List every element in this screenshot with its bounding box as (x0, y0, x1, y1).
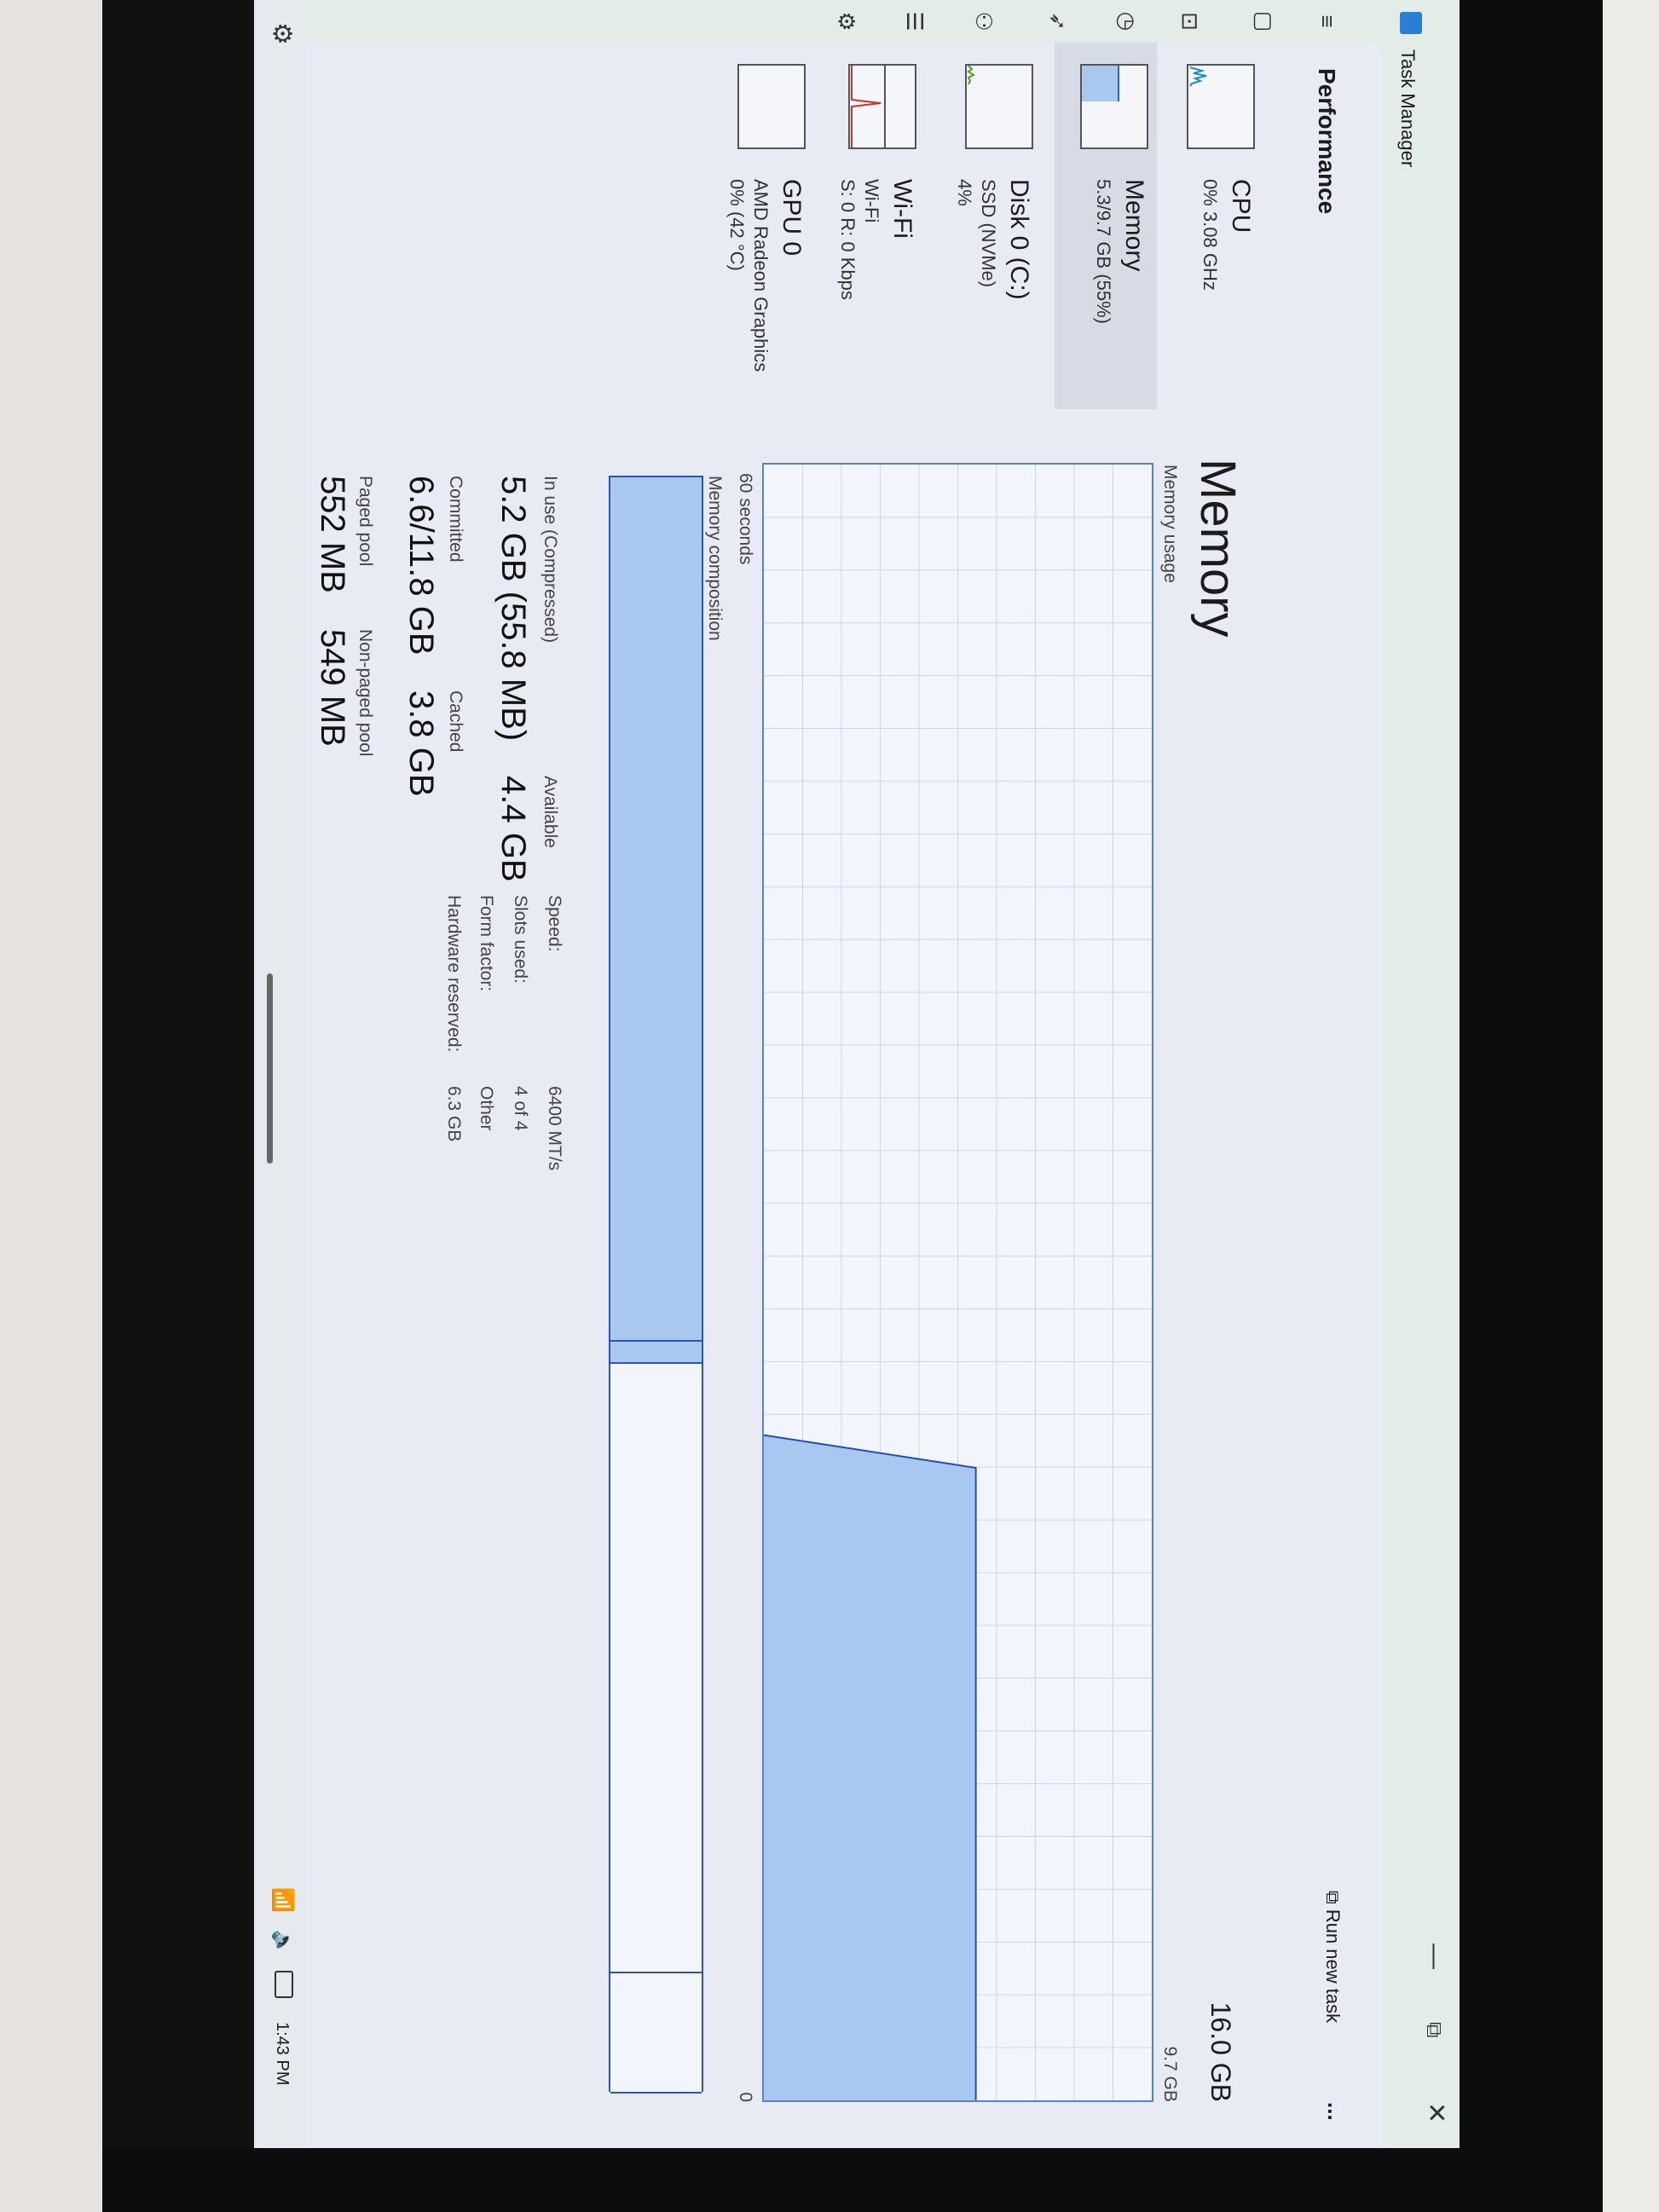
device-bezel (102, 0, 264, 2212)
paged-pool-label: Paged pool (356, 476, 375, 567)
slots-used-value: 4 of 4 (511, 1086, 530, 1131)
perf-item-memory[interactable]: Memory 5.3/9.7 GB (55%) (1055, 43, 1157, 409)
window-title: Task Manager (1397, 49, 1419, 168)
device-frame (1603, 0, 1659, 2212)
page-title: Performance (1314, 68, 1340, 215)
slots-used-label: Slots used: (511, 895, 530, 984)
volume-icon[interactable]: 🔈 (271, 1930, 294, 1955)
in-use-value: 5.2 GB (55.8 MB) (494, 476, 532, 742)
processes-icon[interactable]: ▢ (1251, 10, 1277, 32)
perf-item-cpu[interactable]: CPU 0% 3.08 GHz (1161, 43, 1263, 409)
gpu-thumbnail (737, 64, 806, 149)
perf-item-disk[interactable]: Disk 0 (C:) SSD (NVMe) 4% (939, 43, 1042, 409)
perf-item-value: 0% (42 °C) (726, 179, 748, 271)
device-bezel (1449, 0, 1603, 2212)
hardware-reserved-value: 6.3 GB (444, 1086, 464, 1142)
form-factor-value: Other (477, 1086, 496, 1131)
paged-pool-value: 552 MB (314, 476, 351, 593)
startup-icon[interactable]: ➶ (1045, 12, 1071, 31)
perf-item-title: GPU 0 (777, 179, 806, 257)
time-axis-label: 60 seconds (736, 473, 755, 565)
cached-label: Cached (446, 690, 465, 753)
disk-thumbnail (965, 64, 1033, 149)
wifi-thumbnail (848, 64, 916, 149)
memory-usage-label: Memory usage (1160, 465, 1180, 583)
services-icon[interactable]: ⚙ (834, 11, 859, 32)
perf-item-subtitle: Wi-Fi (861, 179, 882, 223)
memory-composition-bar (609, 476, 703, 2094)
perf-item-subtitle: 5.3/9.7 GB (55%) (1093, 179, 1114, 324)
hardware-reserved-label: Hardware reserved: (444, 895, 464, 1053)
memory-composition-label: Memory composition (705, 476, 725, 641)
memory-usage-max: 9.7 GB (1160, 2046, 1180, 2102)
perf-item-value: S: 0 R: 0 Kbps (837, 179, 858, 300)
wifi-icon[interactable]: 📶 (271, 1887, 294, 1913)
run-new-task-button[interactable]: ⧉ Run new task (1321, 1891, 1344, 2023)
perf-item-title: Disk 0 (C:) (1005, 179, 1033, 300)
details-icon[interactable]: ☰ (902, 11, 928, 32)
in-use-label: In use (Compressed) (540, 476, 560, 644)
memory-usage-graph (762, 463, 1153, 2102)
perf-item-gpu[interactable]: GPU 0 AMD Radeon Graphics 0% (42 °C) (712, 43, 814, 409)
battery-icon[interactable] (275, 1971, 293, 1998)
more-options-button[interactable]: ... (1323, 2102, 1349, 2121)
committed-label: Committed (446, 476, 465, 563)
home-gesture-bar[interactable] (267, 973, 273, 1164)
perf-item-wifi[interactable]: Wi-Fi Wi-Fi S: 0 R: 0 Kbps (823, 43, 925, 409)
perf-item-subtitle: AMD Radeon Graphics (750, 179, 772, 373)
performance-list: CPU 0% 3.08 GHz Memory 5.3/9.7 GB (55%) … (701, 43, 1263, 409)
memory-usage-area (764, 1435, 976, 2100)
screen: Task Manager — ⧉ ✕ ≡ ▢ ⊡ ◷ ➶ ⚇ ☰ ⚙ Perfo… (254, 0, 1460, 2148)
perf-item-title: Memory (1120, 179, 1148, 272)
available-value: 4.4 GB (494, 776, 532, 882)
perf-item-value: 4% (954, 179, 975, 206)
users-icon[interactable]: ⚇ (971, 11, 997, 32)
app-history-icon[interactable]: ◷ (1114, 11, 1140, 32)
cached-value: 3.8 GB (402, 690, 440, 797)
form-factor-label: Form factor: (477, 895, 496, 992)
maximize-icon[interactable]: ⧉ (1422, 2022, 1448, 2038)
time-axis-end: 0 (736, 2092, 755, 2102)
non-paged-pool-value: 549 MB (314, 629, 351, 747)
close-icon[interactable]: ✕ (1422, 2102, 1450, 2124)
memory-total: 16.0 GB (1205, 2001, 1236, 2102)
speed-value: 6400 MT/s (545, 1086, 564, 1171)
minimize-icon[interactable]: — (1421, 1943, 1449, 1969)
memory-usage-line (764, 1434, 977, 2100)
composition-in-use (610, 477, 702, 1343)
composition-modified (610, 1342, 702, 1364)
speed-label: Speed: (545, 895, 564, 952)
clock[interactable]: 1:43 PM (273, 2022, 292, 2086)
run-task-icon: ⧉ (1322, 1891, 1344, 1909)
composition-standby (610, 1363, 702, 1974)
taskbar: ⚙ 📶 🔈 1:43 PM (254, 0, 307, 2148)
perf-item-title: CPU (1227, 179, 1255, 234)
app-icon (1400, 12, 1422, 34)
composition-free (610, 1973, 702, 2094)
memory-thumbnail (1080, 64, 1148, 149)
perf-item-title: Wi-Fi (888, 179, 916, 239)
perf-item-subtitle: SSD (NVMe) (978, 179, 999, 288)
perf-item-subtitle: 0% 3.08 GHz (1199, 179, 1221, 291)
available-label: Available (540, 776, 560, 848)
performance-icon[interactable]: ⊡ (1177, 12, 1203, 31)
cpu-thumbnail (1187, 64, 1255, 149)
run-new-task-label: Run new task (1322, 1909, 1344, 2024)
gear-icon[interactable]: ⚙ (268, 22, 296, 45)
device-bezel (102, 2148, 1603, 2212)
non-paged-pool-label: Non-paged pool (356, 629, 375, 757)
hamburger-icon[interactable]: ≡ (1315, 14, 1340, 28)
memory-title: Memory (1190, 459, 1246, 638)
committed-value: 6.6/11.8 GB (402, 476, 440, 656)
